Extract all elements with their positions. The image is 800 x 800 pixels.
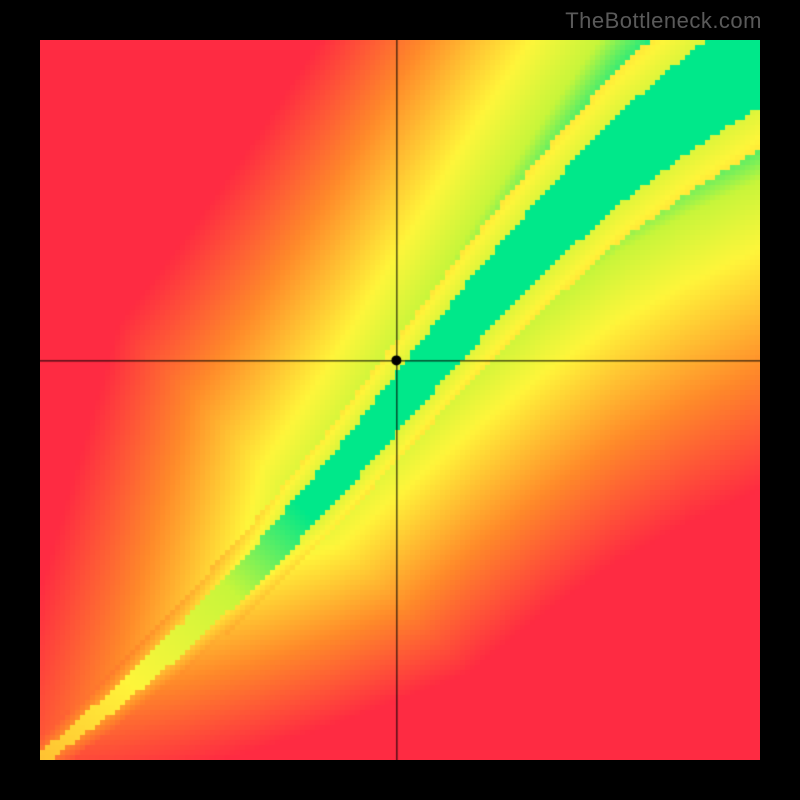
heatmap-canvas xyxy=(40,40,760,760)
bottleneck-heatmap xyxy=(40,40,760,760)
watermark-text: TheBottleneck.com xyxy=(565,8,762,34)
